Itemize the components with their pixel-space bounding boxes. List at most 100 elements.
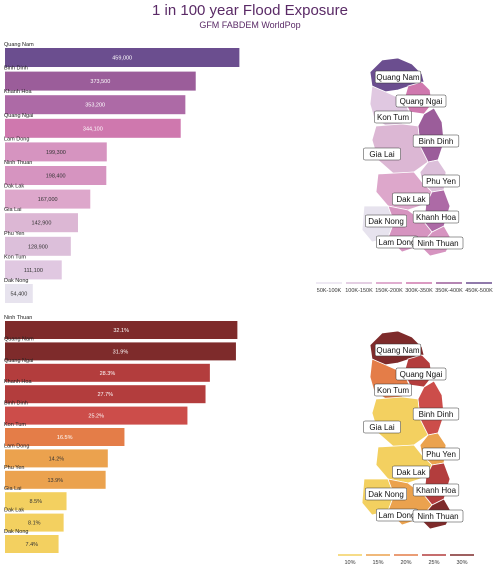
map-label-text: Binh Dinh	[419, 410, 454, 419]
value-label-quang-nam: 31.9%	[113, 349, 129, 355]
map-label-box	[374, 343, 422, 357]
map-label-box	[392, 192, 430, 206]
bar-dak-nong	[5, 535, 59, 553]
map-label-box	[422, 447, 460, 461]
map-label-kon-tum: Kon Tum	[374, 110, 412, 124]
category-label-dak-lak: Dak Lak	[4, 184, 24, 190]
legend-1: 50K-100K 100K-150K 150K-200K 300K-350K 350K-…	[316, 282, 493, 294]
category-label-quang-nam: Quang Nam	[4, 336, 34, 342]
map-label-text: Dak Nong	[368, 490, 404, 499]
category-label-ninh-thuan: Ninh Thuan	[4, 160, 32, 166]
legend-label-4: 300K-350K	[405, 288, 433, 294]
bar-khanh-hoa	[5, 95, 186, 115]
bar-gia-lai	[5, 492, 67, 511]
map-label-text: Phu Yen	[426, 177, 456, 186]
value-label-dak-nong: 7.4%	[26, 542, 39, 548]
map-label-binh-dinh: Binh Dinh	[412, 407, 460, 421]
category-label-dak-nong: Dak Nong	[4, 278, 28, 284]
map-label-box	[374, 70, 422, 84]
value-label-khanh-hoa: 27.7%	[97, 392, 113, 398]
value-label-kon-tum: 111,100	[24, 268, 43, 274]
map-label-dak-nong: Dak Nong	[365, 487, 407, 501]
map-label-text: Lam Dong	[379, 238, 416, 247]
map-label-box	[392, 465, 430, 479]
value-label-khanh-hoa: 353,200	[85, 103, 105, 109]
map-label-box	[412, 407, 460, 421]
chart-subtitle: GFM FABDEM WorldPop	[199, 20, 301, 30]
value-label-gia-lai: 8.5%	[29, 499, 42, 505]
bar-kon-tum	[5, 260, 62, 280]
bar-ninh-thuan	[5, 166, 107, 185]
map-label-text: Kon Tum	[377, 386, 409, 395]
bar-phu-yen	[5, 470, 106, 489]
map-label-text: Quang Ngai	[400, 370, 443, 379]
category-label-lam-dong: Lam Dong	[4, 443, 29, 449]
map-label-box	[412, 134, 460, 148]
bar-binh-dinh	[5, 71, 196, 91]
bar-kon-tum	[5, 428, 125, 446]
bar-lam-dong	[5, 449, 108, 468]
bar-dak-lak	[5, 513, 64, 532]
map-label-box	[365, 214, 407, 228]
map-label-text: Dak Lak	[396, 195, 426, 204]
category-label-khanh-hoa: Khanh Hoa	[4, 89, 32, 95]
map-label-dak-lak: Dak Lak	[392, 192, 430, 206]
map-label-text: Quang Nam	[376, 73, 419, 82]
value-label-binh-dinh: 373,500	[90, 79, 110, 85]
map-label-gia-lai: Gia Lai	[363, 420, 401, 434]
legend-label-2: 15%	[372, 560, 383, 566]
map-label-box	[412, 236, 464, 250]
legend-label-1: 50K-100K	[317, 288, 342, 294]
map-label-text: Dak Nong	[368, 217, 404, 226]
map-1: Quang Nam Quang Ngai Kon Tum Binh Dinh Gia L…	[361, 57, 464, 257]
map-label-box	[374, 383, 412, 397]
map-label-text: Khanh Hoa	[416, 486, 457, 495]
category-label-dak-lak: Dak Lak	[4, 508, 24, 514]
chart-title: 1 in 100 year Flood Exposure	[152, 2, 348, 19]
legend-label-3: 150K-200K	[375, 288, 403, 294]
category-label-phu-yen: Phu Yen	[4, 465, 25, 471]
bar-dak-lak	[5, 189, 91, 209]
value-label-ninh-thuan: 32.1%	[113, 328, 129, 334]
bar-dak-nong	[5, 284, 33, 303]
map-label-box	[365, 487, 407, 501]
legend-label-2: 100K-150K	[345, 288, 373, 294]
map-label-lam-dong: Lam Dong	[376, 235, 418, 249]
bar-quang-ngai	[5, 363, 210, 382]
map-label-phu-yen: Phu Yen	[422, 447, 460, 461]
map-label-text: Gia Lai	[369, 150, 395, 159]
category-label-gia-lai: Gia Lai	[4, 207, 21, 213]
category-label-dak-nong: Dak Nong	[4, 529, 28, 535]
bar-quang-nam	[5, 342, 236, 361]
value-label-quang-ngai: 344,100	[83, 126, 103, 132]
map-label-gia-lai: Gia Lai	[363, 147, 401, 161]
category-label-ninh-thuan: Ninh Thuan	[4, 315, 32, 321]
legend-2: 10% 15% 20% 25% 30%	[338, 554, 474, 566]
value-label-ninh-thuan: 198,400	[46, 174, 66, 180]
map-label-box	[363, 147, 401, 161]
map-label-box	[395, 94, 447, 108]
bar-chart-2: Ninh Thuan 32.1% Quang Nam 31.9% Quang Ngai 2…	[4, 315, 238, 553]
legend-label-1: 10%	[344, 560, 355, 566]
map-label-quang-nam: Quang Nam	[374, 70, 422, 84]
map-label-text: Khanh Hoa	[416, 213, 457, 222]
map-label-box	[363, 420, 401, 434]
map-label-box	[412, 509, 464, 523]
map-label-quang-ngai: Quang Ngai	[395, 367, 447, 381]
value-label-binh-dinh: 25.2%	[88, 414, 104, 420]
value-label-phu-yen: 128,900	[28, 244, 48, 250]
map-label-box	[412, 483, 460, 497]
bar-ninh-thuan	[5, 321, 238, 339]
category-label-binh-dinh: Binh Dinh	[4, 66, 28, 72]
legend-label-6: 450K-500K	[465, 288, 493, 294]
category-label-quang-ngai: Quang Ngai	[4, 358, 33, 364]
value-label-lam-dong: 14.2%	[49, 456, 65, 462]
category-label-lam-dong: Lam Dong	[4, 136, 29, 142]
map-label-khanh-hoa: Khanh Hoa	[412, 483, 460, 497]
category-label-kon-tum: Kon Tum	[4, 422, 26, 428]
legend-label-5: 350K-400K	[435, 288, 463, 294]
map-label-quang-nam: Quang Nam	[374, 343, 422, 357]
legend-label-3: 20%	[400, 560, 411, 566]
category-label-gia-lai: Gia Lai	[4, 486, 21, 492]
